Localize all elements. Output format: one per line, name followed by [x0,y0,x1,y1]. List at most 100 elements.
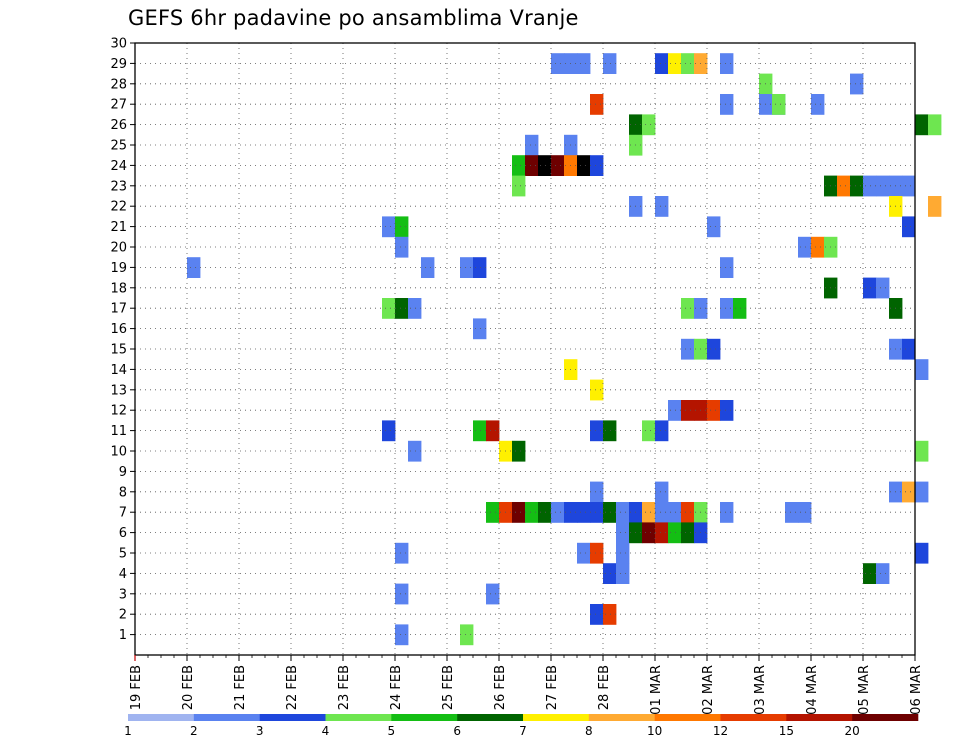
y-tick-label: 4 [119,567,127,582]
x-tick-label: 01 MAR [649,665,664,715]
heatmap-cell [863,175,877,197]
heatmap-cell [720,53,734,74]
heatmap-cell [681,53,695,74]
heatmap-cell [486,420,500,442]
heatmap-cell [811,94,825,115]
heatmap-cell [603,563,617,584]
heatmap-cell [681,338,695,360]
legend-label: 1 [124,724,132,738]
heatmap-cell [460,257,474,278]
heatmap-cell [395,542,409,564]
y-tick-label: 22 [110,200,127,215]
legend-label: 15 [779,724,794,738]
y-tick-label: 1 [119,628,127,643]
x-tick-label: 19 FEB [129,665,144,710]
heatmap-cell [512,440,526,462]
color-legend: 1 2 3 4 5 6 7 8 10 12 15 20 [124,714,919,738]
y-tick-label: 6 [119,526,127,541]
y-tick-label: 14 [110,363,127,378]
y-tick-label: 26 [110,118,127,133]
y-tick-label: 5 [119,547,127,562]
heatmap-cell [616,522,630,544]
y-tick-label: 15 [110,343,127,358]
heatmap-cell [720,94,734,115]
y-tick-label: 9 [119,465,127,480]
x-tick-label: 05 MAR [857,665,872,715]
y-tick-label: 3 [119,587,127,602]
y-tick-label: 2 [119,608,127,623]
x-tick-label: 06 MAR [909,665,924,715]
legend-label: 12 [713,724,728,738]
heatmap-cell [876,563,890,584]
heatmap-cell [603,420,617,442]
heatmap-cell [577,502,591,523]
heatmap-cell [655,502,669,523]
heatmap-cell [395,216,409,238]
heatmap-cell [928,114,942,136]
legend-label: 2 [190,724,198,738]
legend-label: 6 [453,724,461,738]
heatmap-cell [577,53,591,74]
legend-swatch [588,714,655,721]
heatmap-cell [460,624,474,646]
legend-swatch [391,714,458,721]
heatmap-cell [902,338,916,360]
x-tick-label: 25 FEB [441,665,456,710]
heatmap-cell [590,542,604,564]
heatmap-cell [590,481,604,503]
heatmap-cell [421,257,435,278]
x-tick-label: 04 MAR [805,665,820,715]
x-tick-label: 22 FEB [285,665,300,710]
heatmap-cell [902,175,916,197]
legend-swatch [852,714,919,721]
legend-swatch [654,714,721,721]
y-tick-label: 10 [110,445,127,460]
heatmap-cell [707,338,721,360]
heatmap-cell [655,481,669,503]
heatmap-cell [915,542,929,564]
heatmap-cell [538,502,552,523]
y-tick-label: 12 [110,404,127,419]
heatmap-cell [187,257,201,278]
heatmap-cell [655,420,669,442]
heatmap-cell [525,155,539,176]
legend-swatch [457,714,524,721]
legend-label: 3 [256,724,264,738]
heatmap-cell [616,502,630,523]
heatmap-cell [668,53,682,74]
heatmap-cell [590,502,604,523]
heatmap-cell [551,53,565,74]
x-tick-label: 27 FEB [545,665,560,710]
grid-lines [135,42,915,655]
heatmap-cell [395,298,409,319]
heatmap-cell [590,420,604,442]
heatmap-cell [720,298,734,319]
y-tick-label: 30 [110,37,127,52]
x-tick-label: 02 MAR [701,665,716,715]
heatmap-cell [681,298,695,319]
y-tick-label: 24 [110,159,127,174]
heatmap-cell [707,216,721,238]
x-tick-label: 03 MAR [753,665,768,715]
legend-swatch [523,714,590,721]
heatmap-cell [577,155,591,176]
heatmap-cell [668,400,682,421]
heatmap-cell [720,257,734,278]
y-tick-label: 23 [110,179,127,194]
heatmap-cell [733,298,747,319]
x-tick-label: 26 FEB [493,665,508,710]
legend-label: 7 [519,724,527,738]
heatmap-cell [512,155,526,176]
legend-swatch [128,714,195,721]
heatmap-cell [642,114,656,136]
y-tick-label: 18 [110,281,127,296]
heatmap-cell [876,175,890,197]
heatmap-cell [811,236,825,258]
legend-label: 20 [845,724,860,738]
heatmap-cell [486,502,500,523]
y-tick-label: 7 [119,506,127,521]
heatmap-cell [382,216,396,238]
legend-swatch [720,714,787,721]
heatmap-cell [525,502,539,523]
